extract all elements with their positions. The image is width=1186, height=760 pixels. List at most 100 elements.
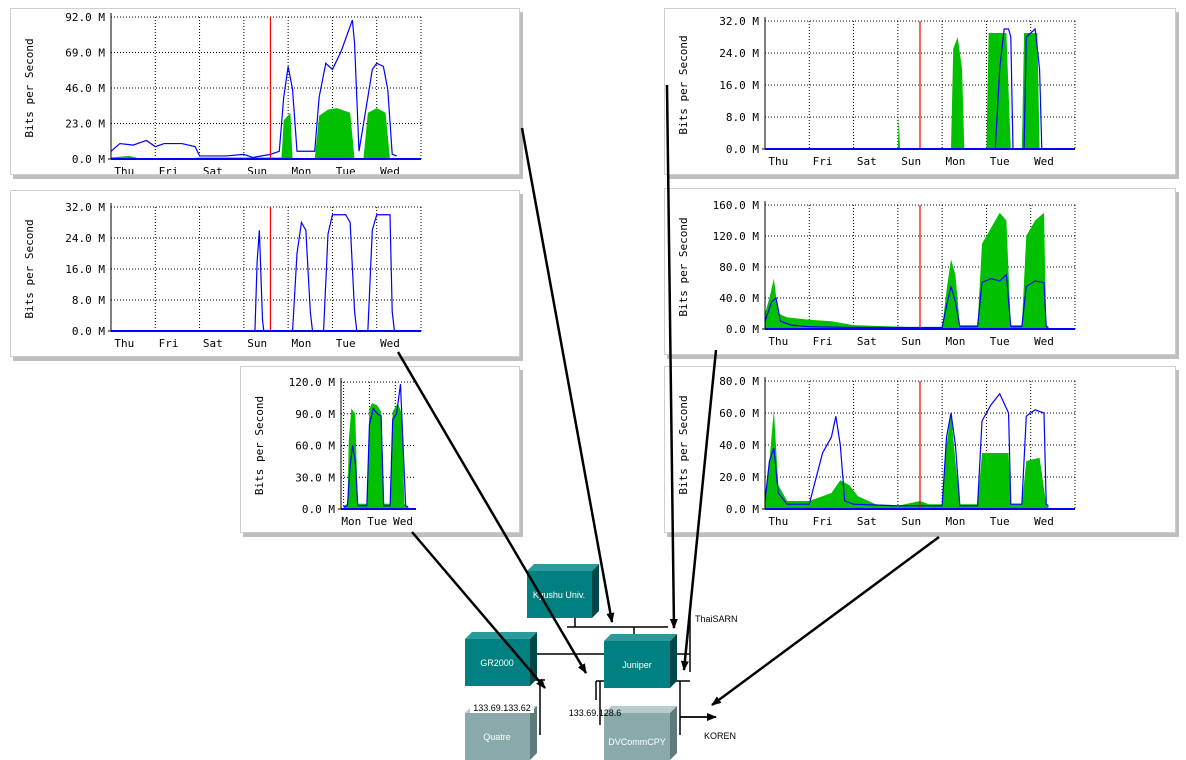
y-tick-label: 160.0 M: [713, 199, 760, 212]
x-tick-label: Tue: [336, 337, 356, 350]
x-tick-label: Wed: [1034, 155, 1054, 168]
quatre-ip-label: 133.69.133.62: [473, 703, 531, 713]
y-axis-label: Bits per Second: [23, 38, 36, 137]
y-tick-label: 80.0 M: [719, 261, 759, 274]
y-axis-label: Bits per Second: [677, 35, 690, 134]
x-tick-label: Mon: [945, 155, 965, 168]
x-tick-label: Mon: [945, 335, 965, 348]
y-tick-label: 40.0 M: [719, 292, 759, 305]
x-tick-label: Sat: [857, 155, 877, 168]
node-dvcomm: DVCommCPY: [604, 706, 677, 760]
series-inbound-area: [765, 33, 1049, 149]
arrow-bottom-right: [711, 535, 940, 707]
x-tick-label: Sat: [203, 337, 223, 350]
chart-panel-top-left: 0.0 M 23.0 M 46.0 M 69.0 M 92.0 M Thu Fri Sat Su…: [10, 8, 520, 175]
y-tick-label: 24.0 M: [65, 232, 105, 245]
x-tick-label: Mon: [945, 515, 965, 528]
y-tick-label: 32.0 M: [65, 201, 105, 214]
traffic-chart-bottom-right: 0.0 M 20.0 M 40.0 M 60.0 M 80.0 M Thu Fri Sat Su…: [677, 375, 1076, 528]
network-links: [530, 612, 691, 735]
x-tick-label: Fri: [159, 165, 179, 174]
series-outbound-line: [764, 273, 1049, 329]
y-tick-label: 69.0 M: [65, 47, 105, 60]
chart-panel-mid-left: 0.0 M 8.0 M 16.0 M 24.0 M 32.0 M Thu Fri Sat Sun…: [10, 190, 520, 357]
chart-panel-top-right: 0.0 M 8.0 M 16.0 M 24.0 M 32.0 M Thu Fri Sat Sun…: [664, 8, 1176, 175]
x-tick-label: Wed: [380, 337, 400, 350]
y-tick-label: 0.0 M: [726, 143, 759, 156]
x-tick-label: Sat: [857, 515, 877, 528]
chart-panel-bottom-left: 0.0 M 30.0 M 60.0 M 90.0 M 120.0 M Mon Tue Wed B…: [240, 366, 520, 533]
y-tick-label: 20.0 M: [719, 471, 759, 484]
traffic-chart-bottom-left: 0.0 M 30.0 M 60.0 M 90.0 M 120.0 M Mon Tue Wed B…: [253, 376, 416, 528]
traffic-chart-mid-left: 0.0 M 8.0 M 16.0 M 24.0 M 32.0 M Thu Fri Sat Sun…: [23, 201, 422, 350]
y-tick-label: 23.0 M: [65, 118, 105, 131]
y-tick-label: 8.0 M: [72, 294, 105, 307]
series-inbound-area: [765, 409, 1049, 509]
thaisarn-label: ThaiSARN: [695, 614, 738, 624]
quatre-label: Quatre: [483, 732, 511, 742]
dvcomm-label: DVCommCPY: [608, 737, 666, 747]
x-tick-label: Wed: [1034, 335, 1054, 348]
x-tick-label: Thu: [768, 335, 788, 348]
x-tick-label: Fri: [159, 337, 179, 350]
series-inbound-area: [765, 212, 1049, 329]
traffic-chart-top-left: 0.0 M 23.0 M 46.0 M 69.0 M 92.0 M Thu Fri Sat Su…: [23, 11, 422, 174]
node-kyushu: Kyushu Univ.: [527, 564, 599, 618]
y-tick-label: 24.0 M: [719, 47, 759, 60]
x-tick-label: Mon: [341, 515, 361, 528]
dvcomm-ip-label: 133.69.128.6: [569, 708, 622, 718]
node-gr2000: GR2000: [465, 632, 537, 686]
x-tick-label: Tue: [990, 335, 1010, 348]
chart-panel-bottom-right: 0.0 M 20.0 M 40.0 M 60.0 M 80.0 M Thu Fri Sat Su…: [664, 366, 1176, 533]
series-outbound-line: [111, 214, 396, 332]
y-tick-label: 30.0 M: [295, 471, 335, 484]
y-tick-label: 0.0 M: [726, 323, 759, 336]
arrow-top-left: [520, 127, 615, 623]
y-tick-label: 120.0 M: [289, 376, 336, 389]
x-tick-label: Thu: [114, 165, 134, 174]
x-tick-label: Sat: [857, 335, 877, 348]
y-tick-label: 0.0 M: [72, 153, 105, 166]
y-axis-label: Bits per Second: [677, 395, 690, 494]
y-tick-label: 90.0 M: [295, 408, 335, 421]
y-tick-label: 40.0 M: [719, 439, 759, 452]
y-tick-label: 60.0 M: [719, 407, 759, 420]
x-tick-label: Tue: [990, 155, 1010, 168]
koren-label: KOREN: [704, 731, 736, 741]
y-tick-label: 92.0 M: [65, 11, 105, 24]
x-tick-label: Sun: [247, 337, 267, 350]
series-inbound-area: [343, 403, 409, 509]
x-tick-label: Sun: [901, 155, 921, 168]
node-juniper: Juniper: [604, 634, 677, 688]
x-tick-label: Tue: [990, 515, 1010, 528]
series-outbound-line: [110, 19, 397, 159]
x-tick-label: Tue: [336, 165, 356, 174]
y-tick-label: 0.0 M: [726, 503, 759, 516]
x-tick-label: Tue: [367, 515, 387, 528]
y-axis-label: Bits per Second: [23, 219, 36, 318]
y-tick-label: 32.0 M: [719, 15, 759, 28]
y-tick-label: 16.0 M: [65, 263, 105, 276]
y-tick-label: 46.0 M: [65, 82, 105, 95]
juniper-label: Juniper: [622, 660, 652, 670]
y-axis-label: Bits per Second: [677, 217, 690, 316]
x-tick-label: Thu: [114, 337, 134, 350]
x-tick-label: Fri: [813, 335, 833, 348]
chart-panel-mid-right: 0.0 M 40.0 M 80.0 M 120.0 M 160.0 M Thu Fri Sat…: [664, 188, 1176, 355]
x-tick-label: Sun: [901, 515, 921, 528]
x-tick-label: Thu: [768, 155, 788, 168]
gr2000-label: GR2000: [480, 658, 514, 668]
y-tick-label: 8.0 M: [726, 111, 759, 124]
traffic-chart-mid-right: 0.0 M 40.0 M 80.0 M 120.0 M 160.0 M Thu Fri Sat…: [677, 199, 1076, 348]
x-tick-label: Wed: [380, 165, 400, 174]
series-inbound-area: [111, 108, 395, 159]
x-tick-label: Sat: [203, 165, 223, 174]
series-outbound-line: [764, 392, 1049, 507]
x-tick-label: Wed: [393, 515, 413, 528]
x-tick-label: Sun: [901, 335, 921, 348]
node-quatre: Quatre: [465, 706, 537, 760]
y-tick-label: 0.0 M: [302, 503, 335, 516]
kyushu-label: Kyushu Univ.: [533, 590, 585, 600]
traffic-chart-top-right: 0.0 M 8.0 M 16.0 M 24.0 M 32.0 M Thu Fri Sat Sun…: [677, 15, 1076, 168]
x-tick-label: Thu: [768, 515, 788, 528]
